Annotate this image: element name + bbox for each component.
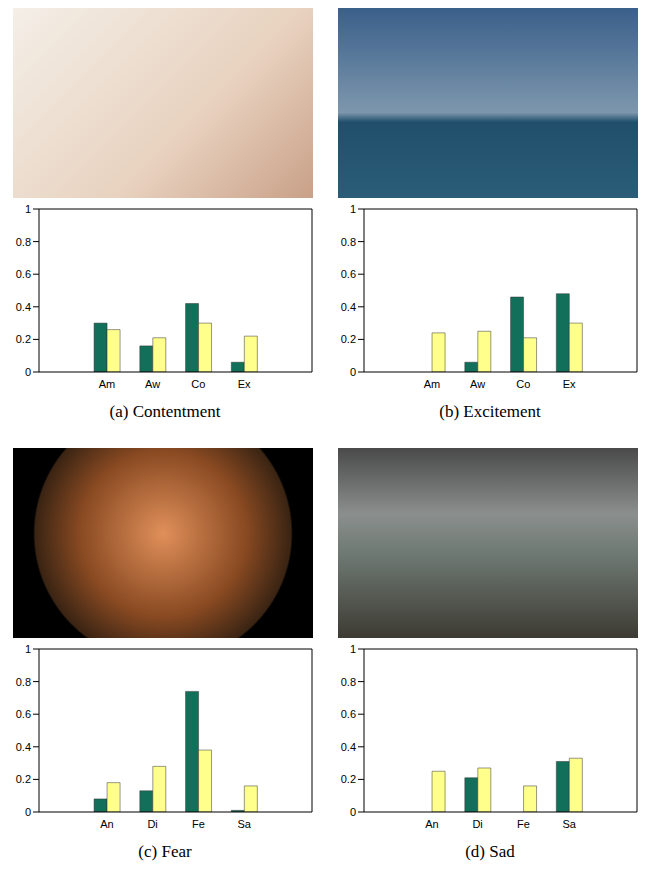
svg-text:0.8: 0.8 [341,236,356,248]
svg-text:An: An [100,818,113,830]
svg-text:Di: Di [147,818,157,830]
html-text:(b) Excitement: (b) Excitement [439,402,541,421]
svg-text:Fe: Fe [517,818,530,830]
html-text:(a) Contentment: (a) Contentment [109,402,221,421]
svg-text:Am: Am [424,378,441,390]
svg-text:0.6: 0.6 [341,268,356,280]
svg-text:1: 1 [350,643,356,655]
svg-text:1: 1 [350,203,356,215]
svg-text:0.2: 0.2 [16,773,31,785]
svg-text:Co: Co [191,378,205,390]
svg-text:Ex: Ex [238,378,251,390]
svg-text:0: 0 [25,366,31,378]
svg-text:0.8: 0.8 [16,236,31,248]
svg-text:0.8: 0.8 [341,676,356,688]
svg-text:0.4: 0.4 [16,301,31,313]
svg-text:Sa: Sa [562,818,576,830]
svg-text:1: 1 [25,643,31,655]
svg-text:0.2: 0.2 [16,333,31,345]
svg-text:0.2: 0.2 [341,773,356,785]
html-text:(c) Fear: (c) Fear [138,842,192,861]
svg-text:Sa: Sa [237,818,251,830]
svg-text:0.4: 0.4 [16,741,31,753]
svg-text:0: 0 [350,366,356,378]
svg-text:Am: Am [99,378,116,390]
svg-text:0.2: 0.2 [341,333,356,345]
svg-text:0.4: 0.4 [341,301,356,313]
svg-text:Aw: Aw [145,378,160,390]
svg-text:0.4: 0.4 [341,741,356,753]
svg-text:Co: Co [516,378,530,390]
svg-text:0: 0 [350,806,356,818]
svg-text:Di: Di [472,818,482,830]
svg-text:0.6: 0.6 [341,708,356,720]
svg-text:1: 1 [25,203,31,215]
svg-text:An: An [425,818,438,830]
svg-text:Fe: Fe [192,818,205,830]
svg-text:0: 0 [25,806,31,818]
svg-text:Ex: Ex [563,378,576,390]
html-text:(d) Sad: (d) Sad [465,842,515,861]
svg-text:0.8: 0.8 [16,676,31,688]
svg-text:Aw: Aw [470,378,485,390]
svg-text:0.6: 0.6 [16,708,31,720]
svg-text:0.6: 0.6 [16,268,31,280]
